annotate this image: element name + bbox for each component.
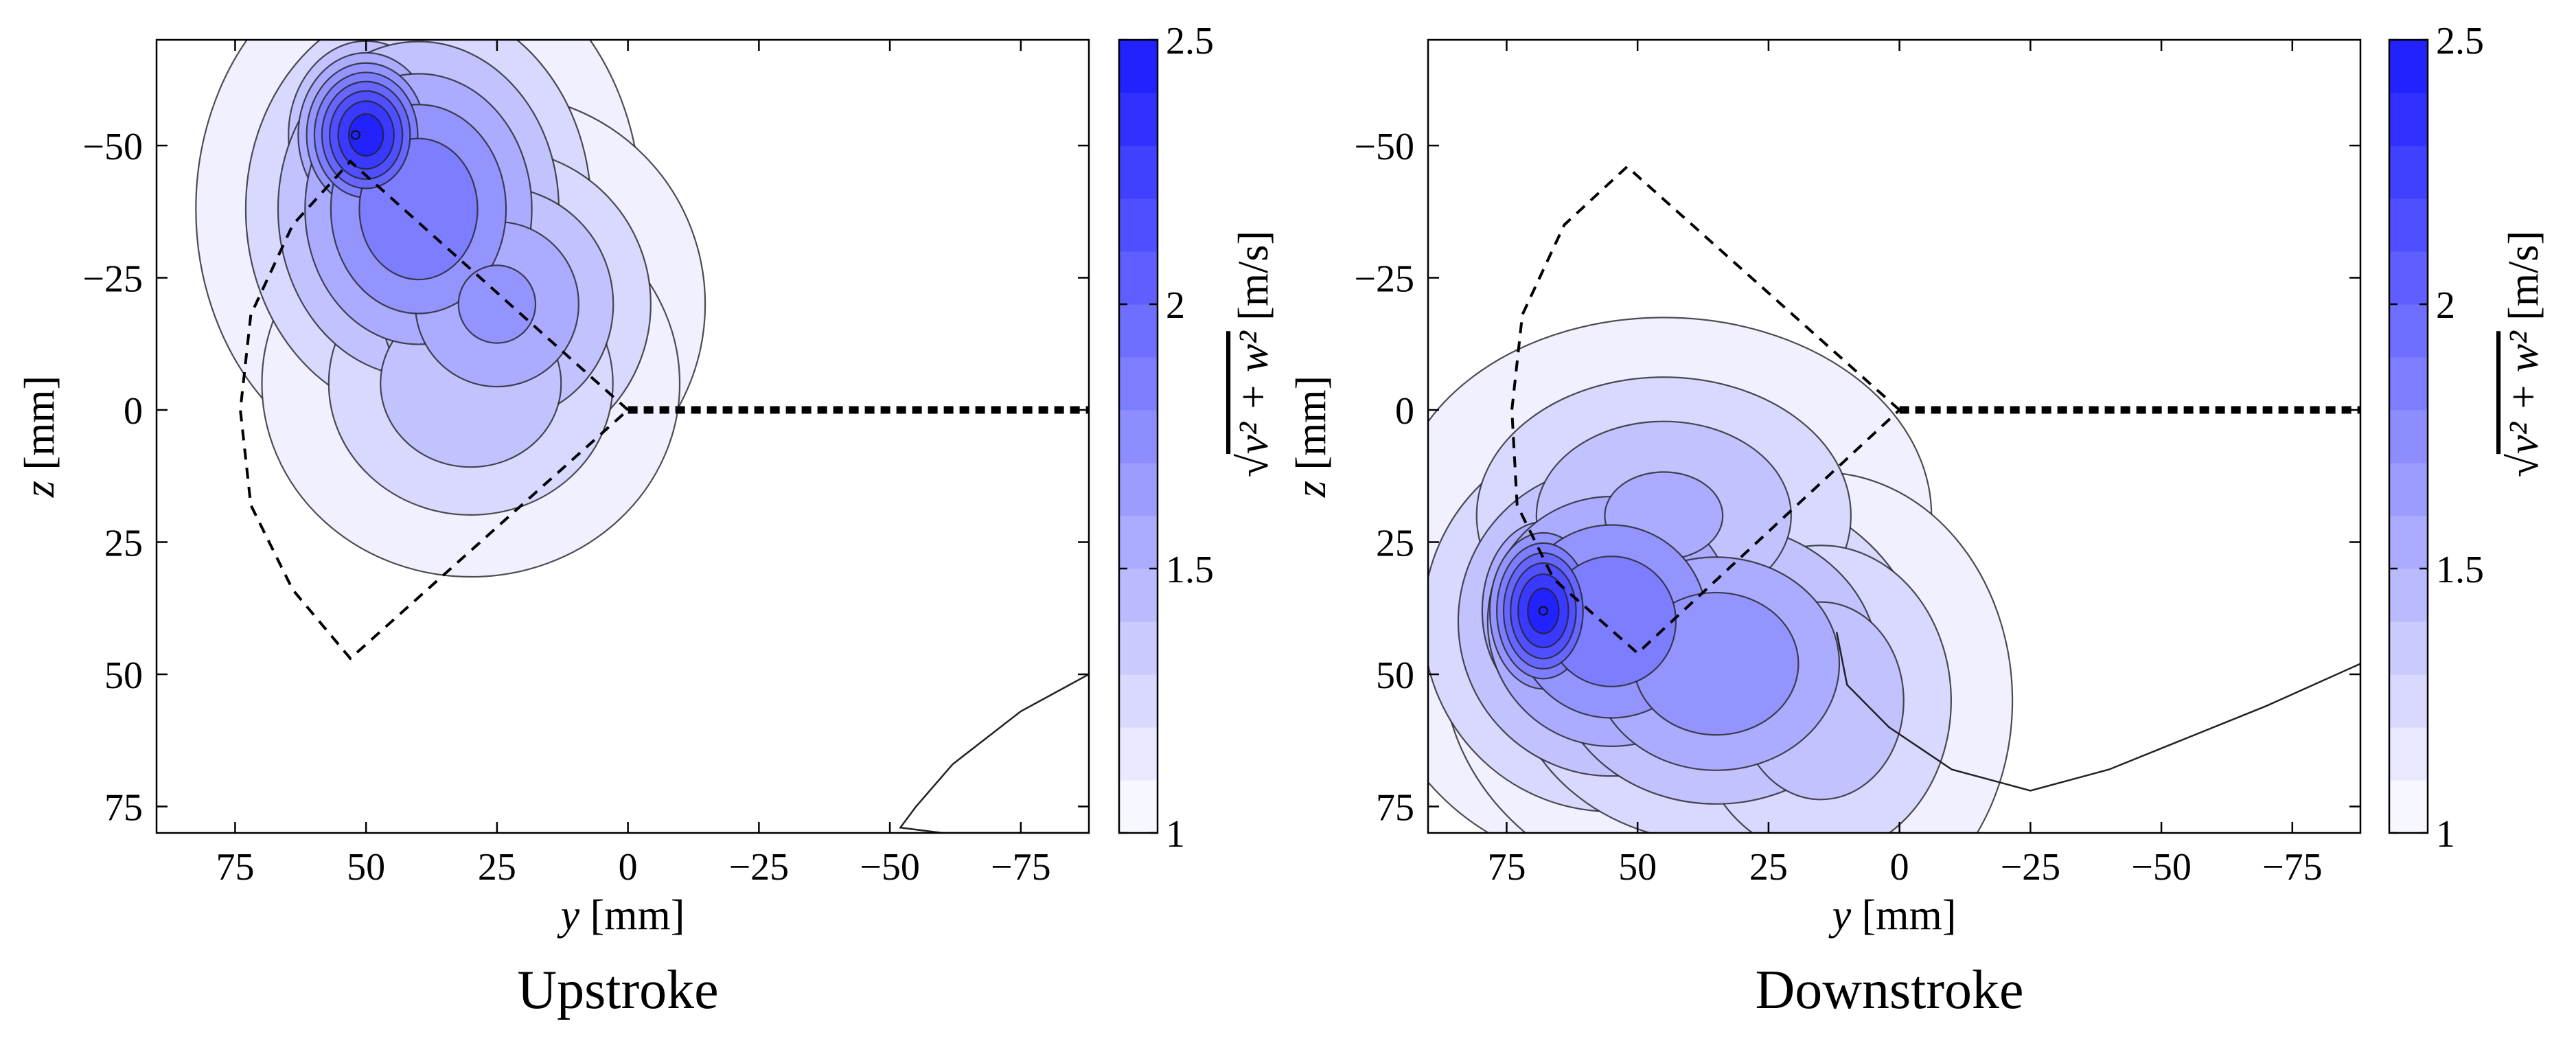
colorbar-step — [2389, 780, 2428, 834]
x-tick-label: −50 — [860, 846, 920, 889]
caption-upstroke: Upstroke — [517, 960, 718, 1020]
y-tick-label: 50 — [104, 654, 143, 697]
colorbar-step — [1119, 198, 1158, 252]
colorbar-label: √v² + w² [m/s] — [1230, 231, 1277, 477]
colorbar-tick-label: 2 — [2436, 284, 2455, 327]
contour-level — [1527, 587, 1560, 634]
y-tick-label: −25 — [82, 258, 143, 301]
y-tick-label: 0 — [1395, 390, 1414, 433]
contour-field — [1428, 165, 2360, 833]
colorbar-step — [1119, 621, 1158, 675]
colorbar-step — [2389, 463, 2428, 516]
axes-frame — [1427, 38, 2362, 834]
y-tick-label: −50 — [1354, 126, 1414, 168]
colorbar: 1 1.5 2 2.5 √v² + w² [m/s] — [1118, 20, 1277, 856]
colorbar-label: √v² + w² [m/s] — [2500, 231, 2547, 477]
colorbar-step — [2389, 198, 2428, 252]
x-tick-label: 0 — [619, 846, 638, 889]
colorbar-step — [1119, 569, 1158, 622]
colorbar-step — [1119, 357, 1158, 411]
y-tick-label: −50 — [82, 126, 143, 168]
colorbar-step — [2389, 516, 2428, 569]
colorbar-step — [1119, 410, 1158, 464]
colorbar-tick-label: 1.5 — [1166, 549, 1214, 591]
caption-downstroke: Downstroke — [1755, 960, 2023, 1020]
colorbar-tick-label: 1 — [2436, 813, 2455, 856]
y-tick-label: 50 — [1376, 654, 1414, 697]
colorbar-step — [1119, 674, 1158, 728]
colorbar-step — [1119, 146, 1158, 199]
x-tick-label: 25 — [1749, 846, 1788, 889]
x-tick-label: 50 — [347, 846, 385, 889]
y-axis-label: z [mm] — [1288, 376, 1335, 498]
y-axis-label: z [mm] — [16, 376, 63, 498]
colorbar-step — [2389, 410, 2428, 464]
colorbar-frame — [1118, 38, 1159, 834]
x-axis-label: y [mm] — [1828, 892, 1957, 939]
y-tick-label: 0 — [124, 390, 143, 433]
colorbar-step — [1119, 727, 1158, 781]
colorbar-step — [2389, 727, 2428, 781]
peak-marker — [350, 130, 360, 140]
colorbar-step — [1119, 93, 1158, 146]
contour-band — [347, 113, 384, 157]
colorbar-step — [2389, 146, 2428, 199]
y-tick-label: −25 — [1354, 258, 1414, 301]
colorbar-step — [1119, 463, 1158, 516]
colorbar-frame — [2388, 38, 2429, 834]
contour-band — [1527, 587, 1560, 634]
contour-field — [195, 40, 1089, 833]
colorbar-step — [1119, 304, 1158, 358]
x-tick-label: −75 — [991, 846, 1051, 889]
outer-contour — [1835, 632, 2360, 792]
x-tick-label: 25 — [478, 846, 516, 889]
colorbar-tick-label: 2.5 — [2436, 20, 2484, 62]
x-tick-label: 75 — [216, 846, 254, 889]
colorbar-tick-label: 1.5 — [2436, 549, 2484, 591]
outer-contour — [899, 673, 1089, 833]
colorbar-step — [1119, 780, 1158, 834]
wing-outline — [1510, 165, 1902, 655]
panel-upstroke: 75 50 25 0 −25 −50 −75 −50 −25 0 25 50 75 y [mm] z [mm… — [16, 20, 1277, 939]
x-axis-label: y [mm] — [557, 892, 685, 939]
x-tick-label: −25 — [2001, 846, 2061, 889]
colorbar-tick-label: 1 — [1166, 813, 1185, 856]
contour-band — [457, 264, 537, 344]
colorbar-tick-label: 2 — [1166, 284, 1185, 327]
colorbar-step — [2389, 251, 2428, 305]
colorbar-step — [2389, 304, 2428, 358]
panel-downstroke: 75 50 25 0 −25 −50 −75 −50 −25 0 25 50 75 y [mm] z [mm… — [1288, 20, 2547, 939]
peak-marker — [1538, 606, 1548, 616]
y-tick-label: 75 — [104, 787, 143, 830]
colorbar-tick-label: 2.5 — [1166, 20, 1214, 62]
x-tick-label: −50 — [2131, 846, 2192, 889]
contour-level — [347, 113, 384, 157]
y-tick-label: 75 — [1376, 787, 1414, 830]
colorbar-step — [1119, 516, 1158, 569]
y-tick-label: 25 — [104, 523, 143, 565]
colorbar-step — [1119, 40, 1158, 93]
colorbar-step — [2389, 569, 2428, 622]
colorbar-step — [2389, 40, 2428, 93]
colorbar-step — [1119, 251, 1158, 305]
x-tick-label: 50 — [1618, 846, 1657, 889]
x-tick-label: 0 — [1890, 846, 1909, 889]
colorbar-step — [2389, 674, 2428, 728]
axes-frame — [155, 38, 1090, 834]
x-tick-label: −75 — [2262, 846, 2323, 889]
colorbar-step — [2389, 357, 2428, 411]
x-tick-label: −25 — [729, 846, 790, 889]
y-tick-label: 25 — [1376, 523, 1414, 565]
colorbar: 1 1.5 2 2.5 √v² + w² [m/s] — [2388, 20, 2547, 856]
colorbar-step — [2389, 93, 2428, 146]
x-tick-label: 75 — [1487, 846, 1526, 889]
colorbar-step — [2389, 621, 2428, 675]
